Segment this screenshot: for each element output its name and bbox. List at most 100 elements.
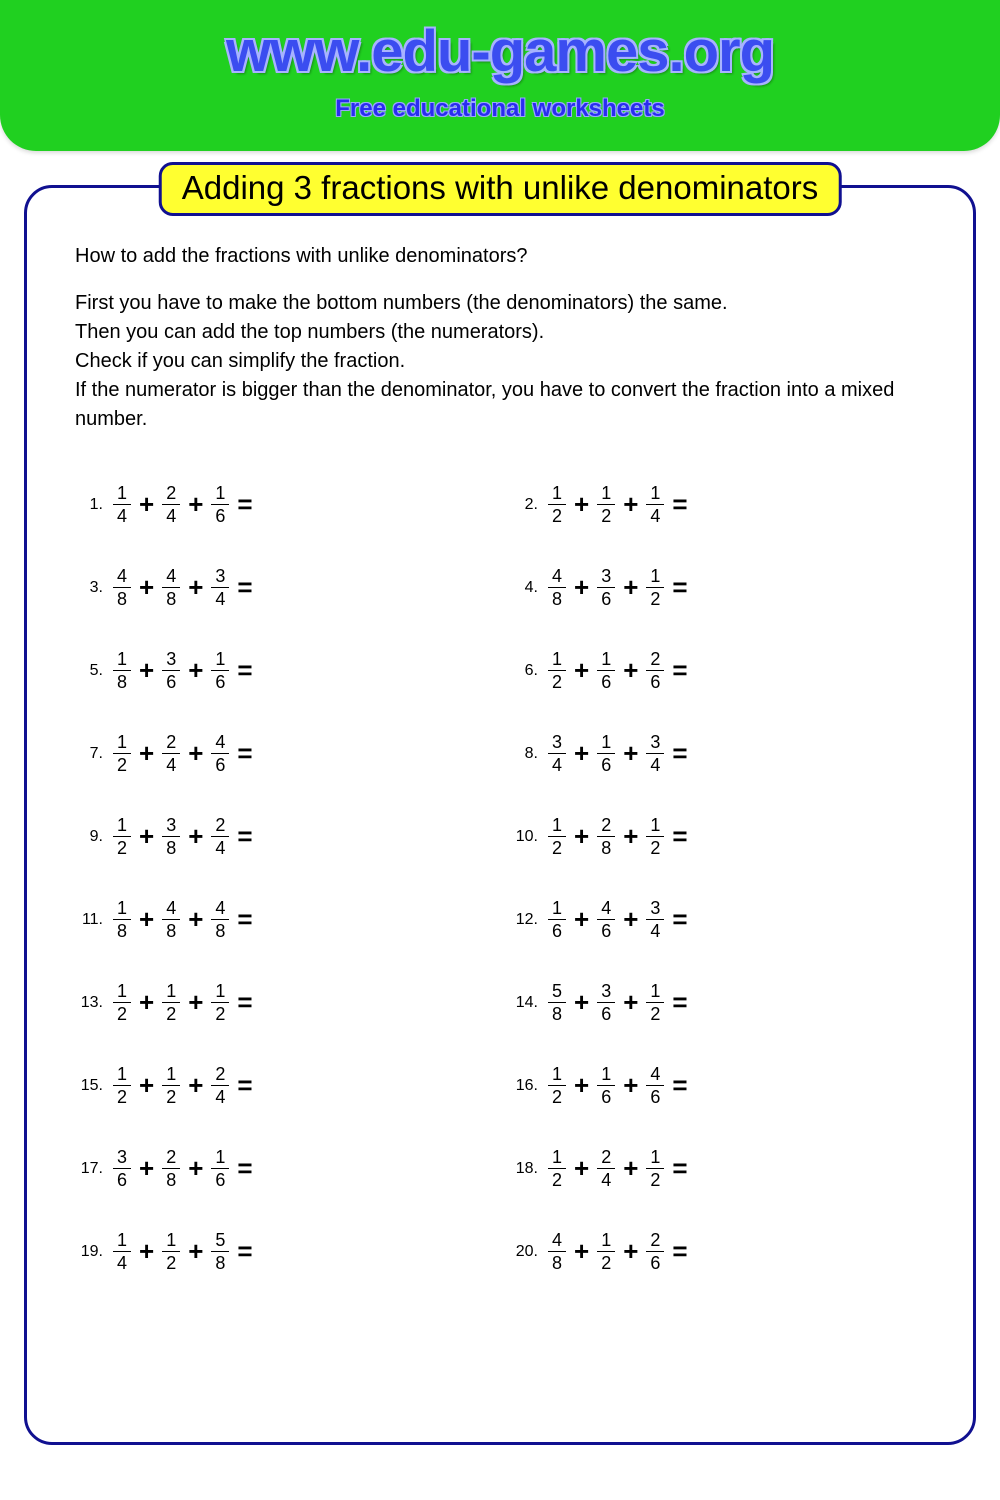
plus-operator: + xyxy=(572,738,591,769)
denominator: 4 xyxy=(162,505,180,525)
problem-number: 20. xyxy=(510,1243,548,1261)
plus-operator: + xyxy=(572,572,591,603)
denominator: 2 xyxy=(548,837,566,857)
equals-sign: = xyxy=(670,821,687,852)
plus-operator: + xyxy=(137,1153,156,1184)
numerator: 1 xyxy=(646,567,664,587)
numerator: 1 xyxy=(211,650,229,670)
fraction: 26 xyxy=(646,650,664,691)
expression: 12+24+46= xyxy=(113,733,253,774)
expression: 14+12+58= xyxy=(113,1231,253,1272)
numerator: 5 xyxy=(548,982,566,1002)
header-banner: www.edu-games.org Free educational works… xyxy=(0,0,1000,151)
fraction: 12 xyxy=(548,1065,566,1106)
equals-sign: = xyxy=(670,1236,687,1267)
numerator: 2 xyxy=(162,1148,180,1168)
numerator: 1 xyxy=(162,982,180,1002)
problem: 10.12+28+12= xyxy=(510,816,925,857)
denominator: 4 xyxy=(211,588,229,608)
expression: 12+12+12= xyxy=(113,982,253,1023)
problem: 1.14+24+16= xyxy=(75,484,490,525)
problem-number: 11. xyxy=(75,911,113,929)
fraction: 12 xyxy=(162,1065,180,1106)
numerator: 1 xyxy=(113,484,131,504)
plus-operator: + xyxy=(621,904,640,935)
plus-operator: + xyxy=(137,738,156,769)
site-url: www.edu-games.org xyxy=(0,18,1000,85)
equals-sign: = xyxy=(235,572,252,603)
denominator: 2 xyxy=(113,754,131,774)
numerator: 5 xyxy=(211,1231,229,1251)
fraction: 16 xyxy=(211,650,229,691)
problem: 19.14+12+58= xyxy=(75,1231,490,1272)
problem-number: 6. xyxy=(510,662,548,680)
numerator: 1 xyxy=(597,484,615,504)
numerator: 2 xyxy=(597,1148,615,1168)
fraction: 12 xyxy=(162,1231,180,1272)
denominator: 6 xyxy=(597,588,615,608)
equals-sign: = xyxy=(670,1070,687,1101)
problem: 20.48+12+26= xyxy=(510,1231,925,1272)
denominator: 6 xyxy=(597,1086,615,1106)
fraction: 12 xyxy=(113,733,131,774)
problem-number: 13. xyxy=(75,994,113,1012)
plus-operator: + xyxy=(572,821,591,852)
denominator: 2 xyxy=(548,1169,566,1189)
numerator: 4 xyxy=(548,567,566,587)
problem-number: 12. xyxy=(510,911,548,929)
fraction: 36 xyxy=(113,1148,131,1189)
equals-sign: = xyxy=(235,821,252,852)
fraction: 16 xyxy=(211,484,229,525)
fraction: 14 xyxy=(113,1231,131,1272)
plus-operator: + xyxy=(572,1070,591,1101)
fraction: 12 xyxy=(646,982,664,1023)
denominator: 4 xyxy=(646,920,664,940)
numerator: 1 xyxy=(211,982,229,1002)
fraction: 48 xyxy=(548,567,566,608)
fraction: 48 xyxy=(211,899,229,940)
equals-sign: = xyxy=(235,987,252,1018)
equals-sign: = xyxy=(235,655,252,686)
plus-operator: + xyxy=(572,987,591,1018)
fraction: 12 xyxy=(548,650,566,691)
problem-number: 19. xyxy=(75,1243,113,1261)
plus-operator: + xyxy=(186,1070,205,1101)
expression: 12+38+24= xyxy=(113,816,253,857)
problem: 18.12+24+12= xyxy=(510,1148,925,1189)
numerator: 1 xyxy=(548,899,566,919)
numerator: 1 xyxy=(162,1065,180,1085)
denominator: 2 xyxy=(597,1252,615,1272)
plus-operator: + xyxy=(137,655,156,686)
denominator: 2 xyxy=(162,1003,180,1023)
fraction: 12 xyxy=(646,816,664,857)
fraction: 28 xyxy=(162,1148,180,1189)
plus-operator: + xyxy=(186,655,205,686)
fraction: 16 xyxy=(211,1148,229,1189)
numerator: 1 xyxy=(597,650,615,670)
plus-operator: + xyxy=(137,987,156,1018)
fraction: 16 xyxy=(597,1065,615,1106)
numerator: 1 xyxy=(113,1231,131,1251)
fraction: 16 xyxy=(597,733,615,774)
problem-number: 10. xyxy=(510,828,548,846)
instructions-question: How to add the fractions with unlike den… xyxy=(75,242,925,271)
plus-operator: + xyxy=(572,655,591,686)
fraction: 46 xyxy=(211,733,229,774)
plus-operator: + xyxy=(572,904,591,935)
fraction: 48 xyxy=(113,567,131,608)
fraction: 12 xyxy=(548,484,566,525)
denominator: 4 xyxy=(162,754,180,774)
problem: 12.16+46+34= xyxy=(510,899,925,940)
equals-sign: = xyxy=(670,572,687,603)
fraction: 24 xyxy=(162,484,180,525)
problem: 9.12+38+24= xyxy=(75,816,490,857)
problem-number: 17. xyxy=(75,1160,113,1178)
denominator: 4 xyxy=(211,837,229,857)
denominator: 6 xyxy=(597,1003,615,1023)
equals-sign: = xyxy=(235,904,252,935)
denominator: 8 xyxy=(211,1252,229,1272)
numerator: 1 xyxy=(211,1148,229,1168)
denominator: 2 xyxy=(646,837,664,857)
problem-number: 3. xyxy=(75,579,113,597)
expression: 34+16+34= xyxy=(548,733,688,774)
